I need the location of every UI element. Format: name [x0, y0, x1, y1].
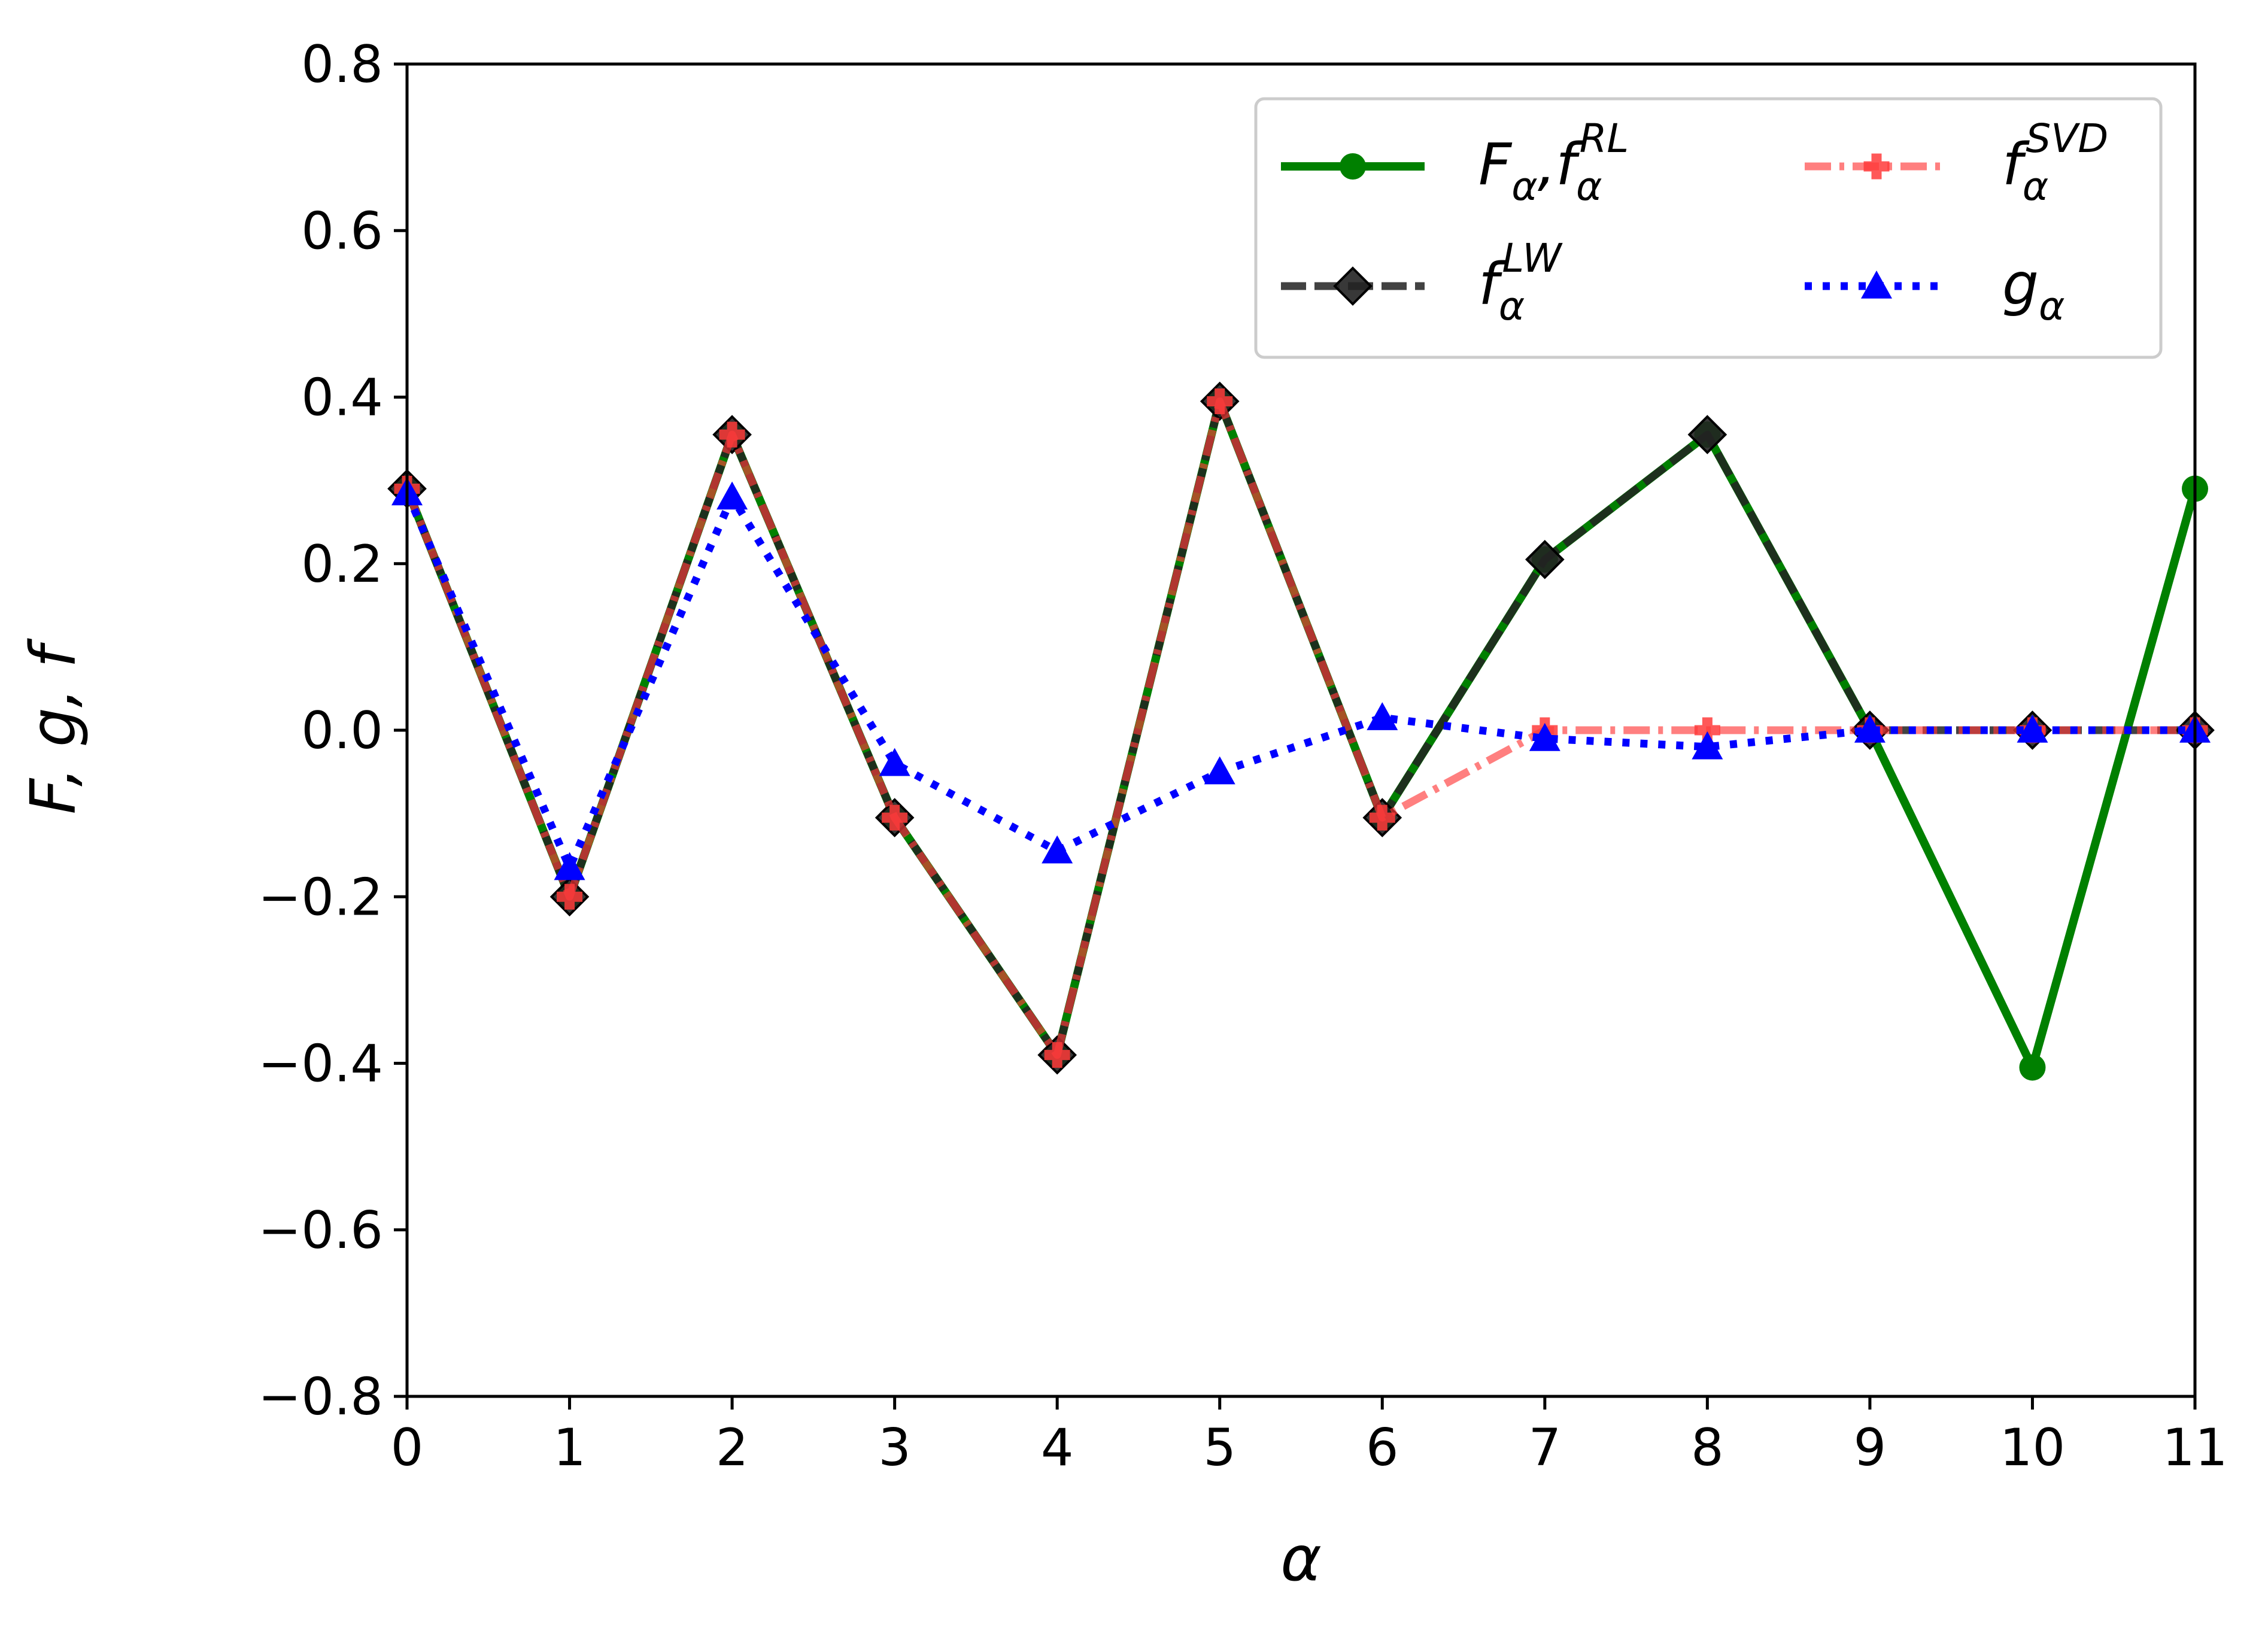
- y-tick-label: −0.2: [258, 867, 383, 927]
- data-point-g: [1367, 702, 1398, 730]
- x-axis-ticks: 0 1 2 3 4 5 6 7 8 9 10 11: [391, 1396, 2228, 1478]
- legend-marker-f_lw: [1333, 266, 1373, 306]
- y-tick-label: −0.8: [258, 1367, 383, 1427]
- legend-label-F: Fα,fαRL: [1478, 116, 1629, 209]
- y-tick-label: −0.6: [258, 1201, 383, 1261]
- data-point-g: [554, 852, 585, 880]
- legend-label-f_lw: fαLW: [1478, 235, 1563, 329]
- x-tick-label: 4: [1041, 1418, 1074, 1478]
- data-point-f_lw: [1687, 415, 1727, 454]
- plot-series: [387, 381, 2215, 1081]
- x-tick-label: 9: [1854, 1418, 1887, 1478]
- data-point-f_svd: [1044, 1042, 1070, 1068]
- y-tick-label: −0.4: [258, 1034, 383, 1094]
- data-point-g: [716, 481, 748, 510]
- data-point-f_svd: [1207, 388, 1233, 414]
- legend: Fα,fαRL fαSVD fαLW gα: [1254, 97, 2163, 359]
- legend-label-g: gα: [2002, 251, 2064, 329]
- data-point-F: [2019, 1054, 2046, 1081]
- data-point-f_svd: [882, 804, 908, 831]
- data-point-g: [1042, 835, 1073, 864]
- legend-marker-F: [1340, 153, 1366, 180]
- y-tick-label: 0.8: [301, 35, 383, 95]
- x-tick-label: 2: [716, 1418, 749, 1478]
- x-tick-label: 11: [2162, 1418, 2227, 1478]
- data-point-g: [1529, 722, 1560, 751]
- y-axis-title: F, g, f: [17, 638, 90, 815]
- y-tick-label: 0.4: [301, 368, 383, 428]
- x-tick-label: 5: [1203, 1418, 1236, 1478]
- y-tick-label: 0.2: [301, 534, 383, 594]
- y-tick-label: 0.0: [301, 701, 383, 761]
- legend-box: [1254, 97, 2163, 359]
- legend-marker-g: [1861, 271, 1892, 299]
- x-tick-label: 3: [878, 1418, 911, 1478]
- data-point-f_svd: [719, 421, 745, 448]
- x-tick-label: 0: [391, 1418, 424, 1478]
- x-axis-title: α: [1280, 1522, 1322, 1595]
- data-point-f_svd: [1369, 804, 1395, 831]
- x-tick-label: 10: [2000, 1418, 2065, 1478]
- legend-label-f_svd: fαSVD: [2002, 116, 2108, 209]
- x-tick-label: 6: [1366, 1418, 1399, 1478]
- y-tick-label: 0.6: [301, 201, 383, 261]
- data-point-g: [1854, 715, 1886, 743]
- x-tick-label: 8: [1691, 1418, 1724, 1478]
- data-point-g: [2017, 715, 2048, 743]
- data-point-g: [1692, 731, 1723, 760]
- x-tick-label: 7: [1528, 1418, 1561, 1478]
- legend-marker-f_svd: [1863, 153, 1890, 180]
- data-point-f_svd: [557, 883, 583, 910]
- data-point-g: [879, 748, 910, 776]
- data-point-f_lw: [1525, 539, 1565, 579]
- y-axis-ticks: −0.8 −0.6 −0.4 −0.2 0.0 0.2 0.4 0.6 0.8: [258, 35, 407, 1427]
- x-tick-label: 1: [553, 1418, 586, 1478]
- series-line-g: [403, 491, 2195, 872]
- data-point-g: [1204, 756, 1235, 785]
